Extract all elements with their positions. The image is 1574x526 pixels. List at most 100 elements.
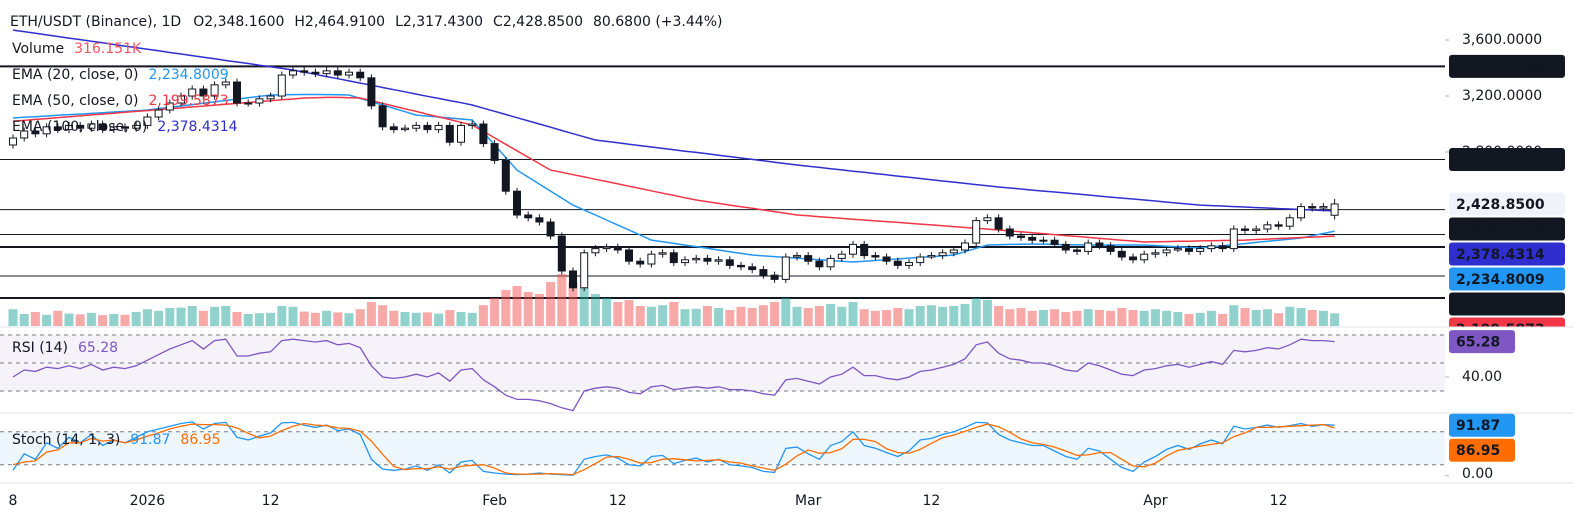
volume-bar [557,274,567,326]
candle-body [177,95,185,104]
candle-body [557,235,566,272]
volume-bar [434,313,444,326]
volume-bar [355,309,365,326]
candle-body [1196,248,1205,252]
y-tick-label: 3,200.0000 [1462,88,1542,104]
volume-bar [1184,314,1194,326]
volume-bar [299,311,309,326]
volume-bar [1285,306,1295,326]
candle-body [602,246,611,250]
candle-body [1218,245,1227,250]
volume-bar [870,310,880,326]
candle-body [893,260,902,266]
value-tag [1449,330,1515,354]
candle-body [311,71,320,75]
volume-bar [411,312,421,326]
volume-bar [344,313,354,326]
candle-body [793,255,801,258]
volume-bar [478,305,488,326]
candle-body [221,81,230,86]
candle-body [1050,239,1059,245]
volume-bar [8,309,18,326]
candle-body [535,217,544,223]
volume-bar [926,305,936,326]
volume-bar [154,310,164,326]
price-tag [1449,242,1565,266]
volume-bar [960,304,970,326]
candle-body [703,257,712,262]
candle-body [65,124,73,131]
candle-body [681,259,689,264]
candle-body [513,190,521,216]
volume-bar [669,302,679,326]
volume-bar [691,308,701,326]
volume-bar [982,300,992,326]
volume-bar [288,306,298,326]
candle-body [132,124,141,129]
x-tick-label: Feb [482,493,507,509]
volume-bar [1117,308,1127,326]
volume-bar [53,310,63,326]
y-tick-label: 0.00 [1462,466,1493,482]
candle-body [692,257,701,261]
volume-bar [176,307,186,326]
volume-bar [366,302,376,326]
candle-body [423,124,432,131]
candle-body [1297,206,1305,219]
rsi-value: 65.28 [78,340,118,356]
candle-body [31,130,40,135]
value-tag-label: 91.87 [1456,418,1500,434]
volume-bar [456,312,466,326]
volume-bar [232,312,242,326]
candle-body [188,88,197,97]
candle-body [53,126,62,131]
volume-bar [568,282,578,326]
price-axis: 3,600.00003,200.00002,800.00003,411.7309… [1445,32,1565,341]
volume-bar [915,306,925,326]
volume-title: Volume [12,41,64,57]
volume-bar [814,306,824,326]
volume-bar [602,298,612,326]
volume-bar [770,302,780,326]
candle-body [345,71,353,76]
candle-body [1207,245,1216,250]
price-tag [1449,217,1565,241]
volume-bar [1027,310,1037,326]
value-tag [1449,438,1515,462]
candle-body [1319,206,1328,209]
ema-legend: EMA (50, close, 0) 2,199.5873 [12,93,229,109]
stoch-k-value: 91.87 [130,432,170,448]
candle-body [1229,228,1238,250]
volume-bar [64,313,74,326]
volume-bar [1094,310,1104,326]
symbol: ETH/USDT (Binance), 1D [10,14,181,30]
candle-body [434,124,443,131]
volume-bar [75,314,85,326]
candle-body [714,259,723,262]
volume-bar [747,308,757,326]
price-tag-label: 2,211.0532 [1456,297,1545,313]
candle-body [143,116,152,126]
volume-bar [949,306,959,326]
volume-bar [534,294,544,326]
candle-body [76,124,85,129]
candle-body [737,264,745,268]
volume-bar [198,310,208,326]
value-tag-label: 65.28 [1456,335,1500,351]
volume-bar [1318,310,1328,326]
volume-bar [971,298,981,326]
volume-bar [1083,309,1093,326]
candle-body [591,248,600,254]
volume-bar [882,310,892,326]
volume-bar [1218,314,1228,326]
candle-body [994,217,1003,230]
price-tag-label: 2,746.0834 [1456,153,1545,169]
volume-bar [826,304,836,326]
candle-body [524,214,533,219]
close-label: C2,428.8500 [493,14,583,30]
candle-body [658,252,667,255]
volume-bar [86,312,96,326]
candle-body [983,217,992,222]
stoch-legend: Stoch (14, 1, 3) 91.87 86.95 [12,432,221,448]
volume-bar [333,312,343,326]
